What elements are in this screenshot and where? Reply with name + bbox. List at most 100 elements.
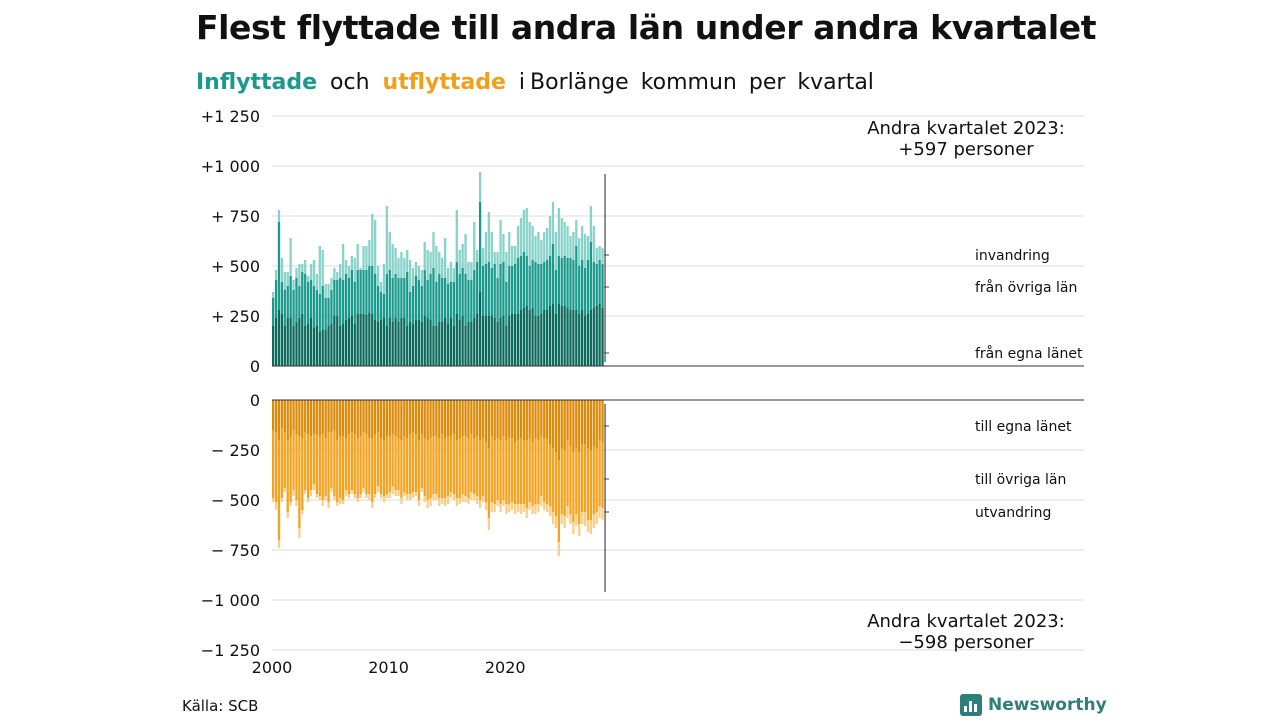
inflow-bar: [295, 278, 298, 322]
inflow-bar: [423, 270, 426, 316]
outflow-bar: [470, 400, 473, 434]
outflow-bar: [304, 490, 307, 494]
outflow-bar: [554, 452, 558, 516]
outflow-bar: [490, 502, 493, 512]
inflow-bar: [371, 314, 374, 366]
outflow-bar: [589, 520, 593, 534]
inflow-bar: [432, 232, 435, 268]
outflow-bar: [318, 496, 321, 500]
inflow-bar: [470, 322, 473, 366]
inflow-bar: [586, 260, 590, 314]
inflow-bar: [554, 314, 558, 366]
outflow-bar: [391, 434, 394, 486]
inflow-bar: [411, 324, 415, 366]
inflow-bar: [376, 266, 380, 286]
outflow-bar: [502, 436, 505, 500]
outflow-bar: [341, 500, 345, 504]
inflow-bar: [464, 274, 467, 326]
inflow-bar: [589, 310, 593, 366]
outflow-bar: [403, 400, 406, 436]
inflow-bar: [499, 220, 502, 264]
inflow-bar: [601, 248, 604, 264]
inflow-bar: [318, 332, 321, 366]
outflow-bar: [341, 436, 345, 500]
inflow-bar: [519, 218, 523, 256]
outflow-bar: [566, 440, 569, 506]
outflow-bar: [388, 400, 391, 436]
inflow-bar: [376, 286, 380, 322]
outflow-bar: [490, 436, 493, 502]
outflow-bar: [339, 436, 342, 498]
inflow-bar: [449, 262, 453, 282]
inflow-bar: [449, 282, 453, 318]
outflow-bar: [350, 400, 354, 432]
inflow-bar: [274, 280, 278, 318]
brand[interactable]: Newsworthy: [960, 692, 1107, 718]
inflow-bar: [522, 252, 525, 308]
outflow-bar: [563, 400, 566, 450]
inflow-bar: [321, 330, 324, 366]
outflow-bar: [464, 400, 467, 436]
subtitle-word: och: [330, 70, 370, 95]
outflow-bar: [546, 400, 549, 438]
inflow-bar: [592, 308, 595, 366]
outflow-bar: [476, 436, 479, 496]
inflow-bar: [371, 266, 374, 314]
outflow-bar: [443, 400, 447, 438]
inflow-bar: [478, 202, 482, 292]
outflow-bar: [379, 400, 383, 438]
outflow-bar: [339, 498, 342, 504]
inflow-bar: [490, 268, 493, 316]
outflow-bar: [528, 438, 531, 502]
inflow-bar: [374, 274, 377, 320]
outflow-bar: [289, 400, 292, 436]
inflow-bar: [438, 274, 441, 322]
outflow-bar: [391, 486, 394, 494]
y-tick-label: −1 000: [201, 591, 260, 610]
inflow-bar: [379, 320, 383, 366]
inflow-bar: [306, 282, 310, 324]
inflow-bar: [362, 270, 365, 314]
outflow-bar: [376, 486, 380, 492]
outflow-bar: [537, 440, 540, 504]
inflow-bar: [470, 262, 473, 280]
inflow-bar: [476, 314, 479, 366]
inflow-bar: [478, 292, 482, 366]
inflow-bar: [435, 282, 438, 326]
outflow-bar: [481, 496, 485, 502]
subtitle-word: i: [518, 70, 526, 95]
outflow-bar: [505, 504, 508, 514]
inflow-bar: [560, 258, 563, 306]
outflow-bar: [586, 520, 590, 532]
outflow-bar: [414, 400, 418, 434]
outflow-bar: [458, 438, 461, 498]
outflow-bar: [566, 506, 569, 518]
inflow-bar: [452, 326, 456, 366]
outflow-bar: [458, 498, 461, 504]
inflow-bar: [344, 260, 348, 274]
inflow-bar: [543, 310, 546, 366]
outflow-bar: [566, 400, 569, 440]
inflow-bar: [374, 220, 377, 274]
inflow-bar: [382, 318, 386, 366]
x-tick-label: 2010: [368, 658, 409, 677]
inflow-bar: [414, 320, 418, 366]
annotation-inflow-title: Andra kvartalet 2023:: [867, 118, 1065, 139]
outflow-bar: [321, 400, 324, 434]
outflow-bar: [537, 400, 540, 440]
inflow-bar: [289, 238, 292, 276]
inflow-bar: [306, 276, 310, 282]
outflow-bar: [534, 504, 537, 514]
outflow-bar: [324, 438, 327, 496]
outflow-bar: [513, 504, 517, 514]
inflow-bar: [379, 292, 383, 320]
inflow-bar: [578, 314, 581, 366]
outflow-bar: [277, 440, 281, 540]
outflow-bar: [513, 400, 517, 442]
outflow-bar: [572, 452, 575, 522]
inflow-bar: [505, 252, 508, 282]
outflow-bar: [359, 400, 362, 436]
inflow-bar: [298, 264, 301, 286]
outflow-bar: [417, 440, 421, 500]
inflow-bar: [470, 280, 473, 322]
